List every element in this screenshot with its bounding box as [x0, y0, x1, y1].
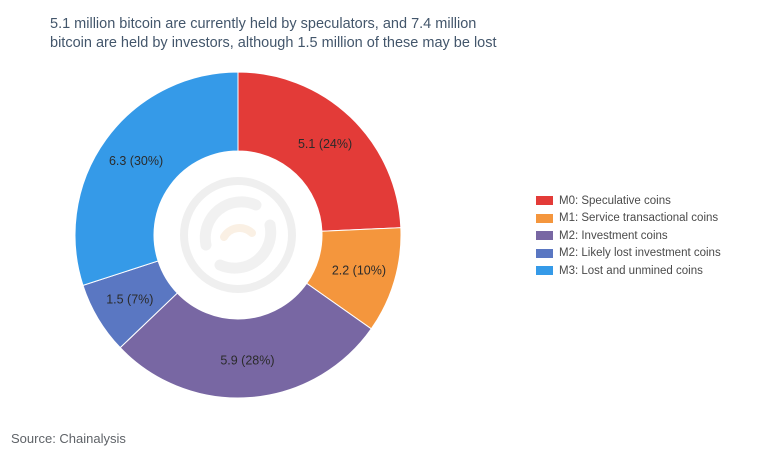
legend-label: M0: Speculative coins — [559, 194, 671, 207]
chart-legend: M0: Speculative coins M1: Service transac… — [536, 192, 721, 280]
legend-item-0: M0: Speculative coins — [536, 192, 721, 210]
slice-label-3: 1.5 (7%) — [106, 293, 153, 307]
slice-label-1: 2.2 (10%) — [332, 263, 386, 277]
legend-item-1: M1: Service transactional coins — [536, 210, 721, 228]
legend-label: M2: Likely lost investment coins — [559, 247, 721, 260]
donut-slice-4 — [74, 71, 239, 287]
legend-swatch — [536, 248, 553, 258]
chart-title-line-1: 5.1 million bitcoin are currently held b… — [50, 16, 477, 32]
chart-title: 5.1 million bitcoin are currently held b… — [50, 15, 570, 53]
legend-item-2: M2: Investment coins — [536, 227, 721, 245]
source-note: Source: Chainalysis — [11, 431, 126, 446]
legend-item-4: M3: Lost and unmined coins — [536, 262, 721, 280]
slice-label-0: 5.1 (24%) — [298, 137, 352, 151]
legend-swatch — [536, 231, 553, 241]
legend-swatch — [536, 213, 553, 223]
legend-label: M3: Lost and unmined coins — [559, 264, 703, 277]
slice-label-2: 5.9 (28%) — [220, 354, 274, 368]
legend-swatch — [536, 196, 553, 206]
slice-label-4: 6.3 (30%) — [109, 154, 163, 168]
donut-slice-0 — [237, 71, 402, 232]
legend-swatch — [536, 266, 553, 276]
center-logo-icon — [180, 177, 296, 293]
legend-item-3: M2: Likely lost investment coins — [536, 245, 721, 263]
legend-label: M2: Investment coins — [559, 229, 668, 242]
legend-label: M1: Service transactional coins — [559, 212, 719, 225]
chart-title-line-2: bitcoin are held by investors, although … — [50, 35, 497, 51]
donut-slice-2 — [119, 282, 372, 399]
